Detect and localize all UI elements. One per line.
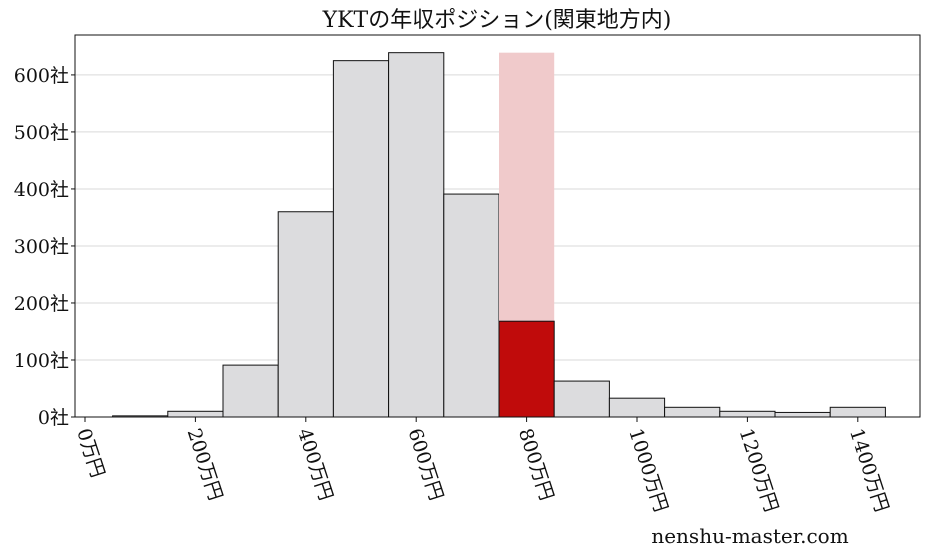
y-tick-label: 500社 bbox=[14, 122, 69, 144]
histogram-bar bbox=[167, 410, 224, 418]
y-tick-label: 300社 bbox=[14, 236, 69, 258]
highlight-bar bbox=[498, 320, 555, 418]
histogram-bar bbox=[222, 364, 279, 418]
x-tick-label: 1400万円 bbox=[845, 426, 893, 515]
histogram-bar bbox=[664, 406, 721, 418]
y-tick-label: 0社 bbox=[38, 407, 69, 429]
histogram-bar bbox=[774, 411, 831, 418]
x-tick-label: 1000万円 bbox=[624, 426, 672, 515]
histogram-bar bbox=[829, 406, 886, 418]
x-tick-label: 600万円 bbox=[403, 426, 447, 503]
x-tick-label: 1200万円 bbox=[735, 426, 783, 515]
y-tick-label: 400社 bbox=[14, 179, 69, 201]
y-tick-label: 100社 bbox=[14, 350, 69, 372]
histogram-bar bbox=[443, 193, 500, 418]
x-tick-label: 800万円 bbox=[514, 426, 558, 503]
histogram-bar bbox=[608, 397, 666, 418]
histogram-bar bbox=[277, 211, 334, 418]
histogram-bar bbox=[388, 52, 445, 418]
y-tick-label: 200社 bbox=[14, 293, 69, 315]
y-tick-label: 600社 bbox=[14, 65, 69, 87]
watermark: nenshu-master.com bbox=[651, 524, 848, 548]
x-tick-label: 400万円 bbox=[293, 426, 337, 503]
histogram-bar bbox=[553, 380, 610, 418]
x-tick-label: 0万円 bbox=[72, 426, 108, 480]
histogram-bar bbox=[332, 60, 390, 418]
histogram-bar bbox=[719, 410, 776, 418]
chart-title: YKTの年収ポジション(関東地方内) bbox=[322, 8, 672, 33]
x-tick-label: 200万円 bbox=[183, 426, 227, 503]
plot-frame bbox=[74, 34, 921, 418]
